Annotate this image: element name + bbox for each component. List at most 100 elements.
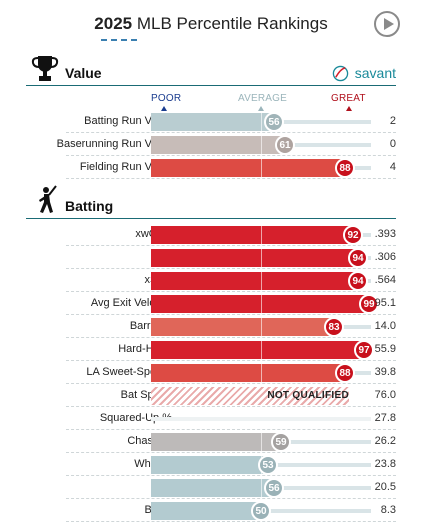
average-line bbox=[261, 479, 262, 497]
percentile-bar bbox=[151, 272, 358, 290]
metric-row-bat-speed[interactable]: Bat Speed NOT QUALIFIED 76.0 bbox=[26, 385, 396, 407]
legend-poor: POOR bbox=[151, 93, 182, 104]
percentile-badge[interactable]: 56 bbox=[264, 478, 284, 498]
row-divider bbox=[66, 155, 396, 156]
metric-row-baserunning-run-value[interactable]: Baserunning Run Value 61 0 bbox=[26, 134, 396, 156]
average-line bbox=[261, 433, 262, 451]
play-icon[interactable] bbox=[374, 11, 400, 37]
metric-value: 14.0 bbox=[374, 320, 396, 332]
metric-value: 95.1 bbox=[374, 297, 396, 309]
percentile-bar bbox=[151, 136, 285, 154]
percentile-badge[interactable]: 97 bbox=[354, 340, 374, 360]
percentile-badge[interactable]: 53 bbox=[258, 455, 278, 475]
metric-row-bb[interactable]: BB %508.3 bbox=[26, 500, 396, 522]
percentile-badge[interactable]: 88 bbox=[335, 158, 355, 178]
percentile-track: 61 bbox=[151, 135, 371, 155]
metric-row-xba[interactable]: xBA94.306 bbox=[26, 247, 396, 269]
percentile-badge[interactable]: 88 bbox=[335, 363, 355, 383]
metric-row-avg-exit-velocity[interactable]: Avg Exit Velocity 99 95.1 bbox=[26, 293, 396, 315]
row-divider bbox=[66, 475, 396, 476]
average-line bbox=[261, 136, 262, 154]
value-section-header: Value savant bbox=[26, 56, 396, 86]
percentile-badge[interactable]: 83 bbox=[324, 317, 344, 337]
percentile-track: 94 bbox=[151, 271, 371, 291]
percentile-track: 97 bbox=[151, 340, 374, 360]
average-line bbox=[261, 113, 262, 131]
percentile-bar bbox=[151, 364, 345, 382]
percentile-bar bbox=[151, 159, 345, 177]
percentile-bar bbox=[151, 249, 358, 267]
row-divider bbox=[66, 429, 396, 430]
percentile-track: 56 bbox=[151, 112, 371, 132]
row-divider bbox=[66, 498, 396, 499]
panel-header: 2025 MLB Percentile Rankings bbox=[0, 0, 422, 50]
batter-icon bbox=[39, 185, 57, 213]
percentile-track: 94 bbox=[151, 248, 371, 268]
percentile-bar bbox=[151, 456, 268, 474]
percentile-bar bbox=[151, 479, 274, 497]
metric-row-batting-run-value[interactable]: Batting Run Value 56 2 bbox=[26, 111, 396, 133]
not-qualified-bar: NOT QUALIFIED bbox=[151, 387, 349, 405]
savant-label: savant bbox=[354, 65, 396, 81]
metric-label: Batting Run Value bbox=[84, 115, 172, 127]
row-divider bbox=[66, 314, 396, 315]
row-divider bbox=[66, 268, 396, 269]
percentile-track: 50 bbox=[151, 501, 371, 521]
percentile-track: 59 bbox=[151, 432, 371, 452]
percentile-bar bbox=[151, 433, 281, 451]
percentile-track: 56 bbox=[151, 478, 371, 498]
percentile-badge[interactable]: 94 bbox=[348, 271, 368, 291]
value-section-title: Value bbox=[65, 65, 102, 81]
metric-row-xwoba[interactable]: xwOBA92.393 bbox=[26, 224, 396, 246]
metric-value: 55.9 bbox=[374, 343, 396, 355]
title-year: 2025 bbox=[94, 14, 133, 33]
title-text: MLB Percentile Rankings bbox=[136, 14, 328, 33]
metric-row-squared-up[interactable]: Squared-Up % 27.8 bbox=[26, 408, 396, 430]
percentile-badge[interactable]: 59 bbox=[271, 432, 291, 452]
percentile-track: 53 bbox=[151, 455, 371, 475]
percentile-track: 99 bbox=[151, 294, 379, 314]
legend-average: AVERAGE bbox=[238, 93, 288, 104]
percentile-badge[interactable]: 56 bbox=[264, 112, 284, 132]
metric-row-chase[interactable]: Chase % 59 26.2 bbox=[26, 431, 396, 453]
percentile-badge[interactable]: 99 bbox=[359, 294, 379, 314]
value-section-divider bbox=[26, 85, 396, 86]
savant-ball-icon bbox=[332, 65, 348, 81]
savant-logo[interactable]: savant bbox=[332, 64, 396, 82]
legend-great: GREAT bbox=[331, 93, 366, 104]
metric-row-fielding-run-value[interactable]: Fielding Run Value 88 4 bbox=[26, 157, 396, 179]
percentile-badge[interactable]: 94 bbox=[348, 248, 368, 268]
percentile-bar bbox=[151, 295, 369, 313]
percentile-track: 88 bbox=[151, 158, 371, 178]
percentile-badge[interactable]: 50 bbox=[251, 501, 271, 521]
metric-value: 0 bbox=[389, 138, 396, 150]
average-line bbox=[261, 318, 262, 336]
row-divider bbox=[66, 337, 396, 338]
percentile-legend: POOR AVERAGE GREAT bbox=[151, 93, 366, 113]
legend-poor-marker bbox=[161, 106, 167, 111]
average-line bbox=[261, 341, 262, 359]
metric-value: .306 bbox=[374, 251, 396, 263]
metric-value: .393 bbox=[374, 228, 396, 240]
metric-row-la-sweet-spot[interactable]: LA Sweet-Spot % 88 39.8 bbox=[26, 362, 396, 384]
metric-value: 23.8 bbox=[374, 458, 396, 470]
metric-row-hard-hit[interactable]: Hard-Hit % 97 55.9 bbox=[26, 339, 396, 361]
row-divider bbox=[66, 452, 396, 453]
percentile-bar bbox=[151, 113, 274, 131]
metric-row-xslg[interactable]: xSLG94.564 bbox=[26, 270, 396, 292]
metric-value: 4 bbox=[389, 161, 396, 173]
row-divider bbox=[66, 178, 396, 179]
batting-section-title: Batting bbox=[65, 198, 114, 214]
percentile-badge[interactable]: 61 bbox=[275, 135, 295, 155]
page-title: 2025 MLB Percentile Rankings bbox=[0, 14, 422, 34]
percentile-badge[interactable]: 92 bbox=[343, 225, 363, 245]
row-divider bbox=[66, 406, 396, 407]
average-line bbox=[261, 295, 262, 313]
percentile-track bbox=[151, 410, 371, 428]
metric-value: 8.3 bbox=[380, 504, 396, 516]
metric-value: 26.2 bbox=[374, 435, 396, 447]
